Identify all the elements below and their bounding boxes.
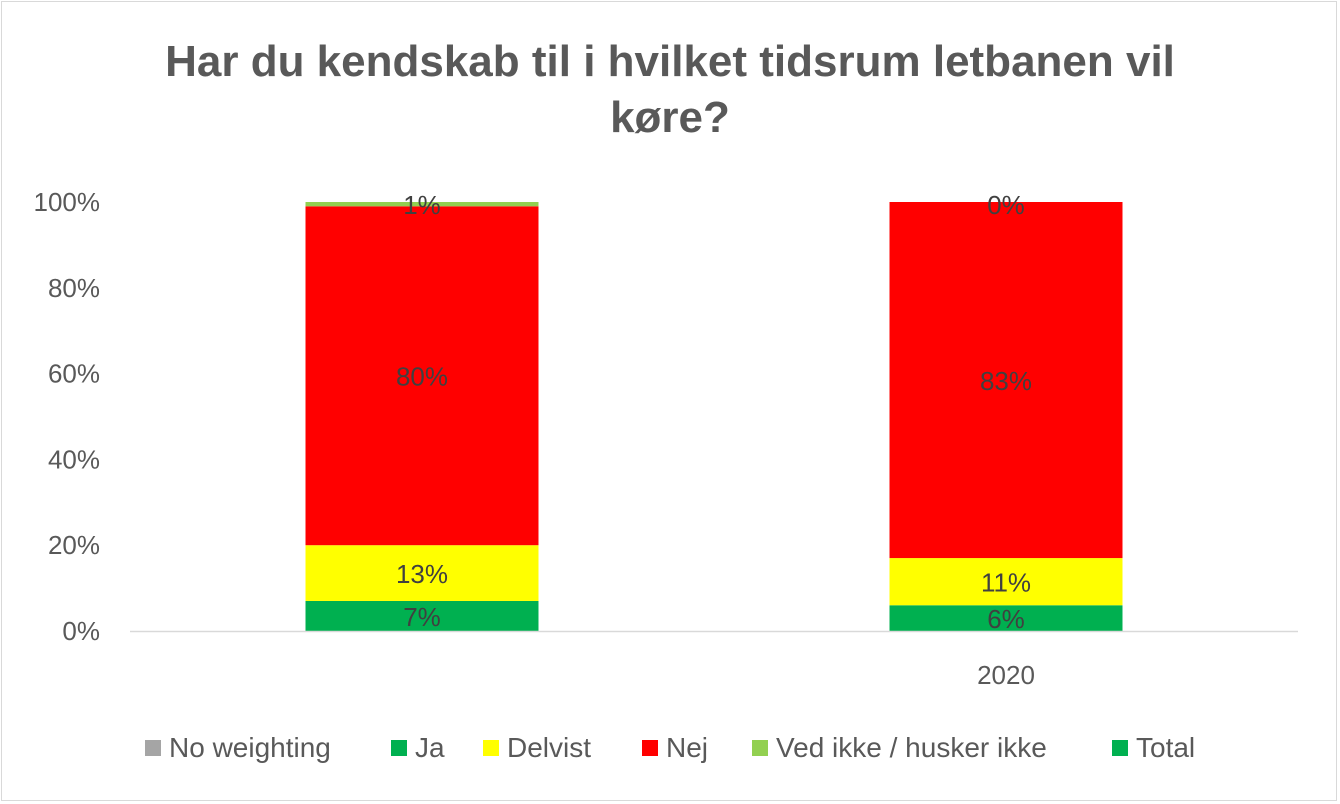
legend-item: No weighting	[145, 728, 331, 768]
legend-swatch	[752, 740, 768, 756]
legend-swatch	[391, 740, 407, 756]
bar-segment	[889, 605, 1123, 631]
bar-segment	[305, 202, 539, 207]
bar-segment	[305, 545, 539, 601]
legend-swatch	[483, 740, 499, 756]
x-tick-label: 2020	[977, 660, 1035, 690]
legend-label: Delvist	[507, 732, 592, 763]
legend-label: Ved ikke / husker ikke	[776, 732, 1047, 763]
legend-swatch	[642, 740, 658, 756]
legend-item: Total	[1112, 728, 1195, 768]
bar-segment	[305, 600, 539, 631]
data-label: 80%	[396, 362, 448, 392]
y-tick-label: 100%	[34, 187, 101, 217]
legend-swatch	[145, 740, 161, 756]
legend-label: Nej	[666, 732, 709, 763]
data-label: 13%	[396, 559, 448, 589]
y-tick-label: 40%	[48, 444, 100, 474]
chart-legend: No weighting Ja Delvist Nej Ved ikke / huske…	[0, 728, 1340, 768]
data-label: 6%	[987, 604, 1025, 634]
data-label: 0%	[987, 190, 1025, 220]
bar-segment	[889, 202, 1123, 559]
legend-swatch	[1112, 740, 1128, 756]
legend-item: Ja	[391, 728, 445, 768]
chart-title-line-1: Har du kendskab til i hvilket tidsrum le…	[165, 37, 1175, 86]
data-label: 7%	[403, 602, 441, 632]
chart-title-line-2: køre?	[610, 93, 730, 142]
legend-label: Total	[1136, 732, 1196, 763]
data-label: 11%	[981, 568, 1031, 598]
y-tick-label: 60%	[48, 359, 100, 389]
legend-item: Nej	[642, 728, 708, 768]
bar-segment	[305, 206, 539, 546]
data-label: 1%	[403, 190, 441, 220]
y-tick-label: 20%	[48, 530, 100, 560]
legend-item: Delvist	[483, 728, 591, 768]
y-tick-label: 0%	[62, 616, 100, 646]
legend-label: Ja	[415, 732, 445, 763]
legend-label: No weighting	[169, 732, 331, 763]
y-tick-label: 80%	[48, 273, 100, 303]
bar-segment	[889, 558, 1123, 606]
legend-item: Ved ikke / husker ikke	[752, 728, 1047, 768]
data-label: 83%	[980, 366, 1032, 396]
chart-title: Har du kendskab til i hvilket tidsrum le…	[0, 34, 1340, 146]
